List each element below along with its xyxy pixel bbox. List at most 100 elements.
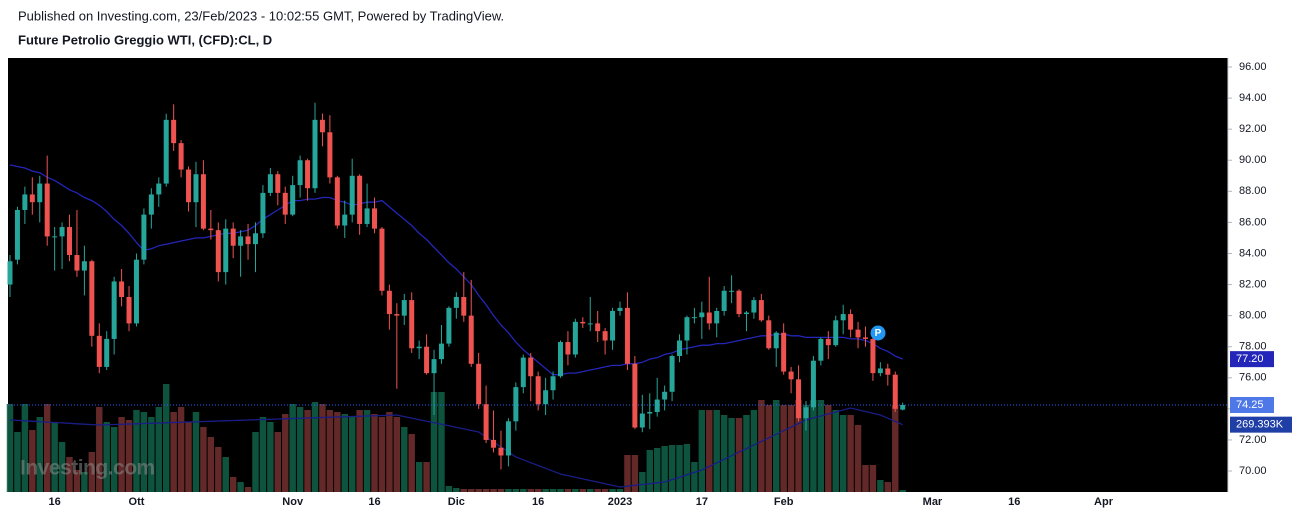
volume-bar — [825, 405, 832, 492]
indicator-layer — [8, 164, 1228, 488]
candle-body — [453, 296, 459, 308]
candle-body — [550, 376, 556, 391]
candle-body — [729, 290, 735, 292]
volume-bar — [639, 472, 646, 492]
candle-body — [885, 368, 891, 375]
volume-bar — [43, 404, 51, 492]
volume-bar — [713, 410, 720, 492]
volume-bar — [304, 410, 311, 492]
candle-body — [282, 192, 288, 215]
candle-body — [312, 119, 318, 189]
candle-body — [111, 281, 117, 339]
candle-body — [74, 255, 80, 271]
x-tick-label: Mar — [923, 496, 943, 508]
volume-bar — [750, 410, 758, 492]
candle-body — [22, 194, 28, 210]
candle-body — [721, 290, 727, 311]
candle-body — [706, 312, 712, 324]
candle-body — [751, 300, 757, 313]
candle-body — [96, 335, 102, 367]
y-tick-label: 92.00 — [1239, 123, 1267, 135]
candle-body — [892, 374, 898, 409]
volume-bar — [445, 486, 453, 492]
volume-ma-line — [9, 407, 903, 488]
candle-body — [119, 281, 125, 297]
candle-body — [654, 399, 660, 412]
volume-bar — [259, 417, 267, 492]
volume-bar — [453, 488, 460, 492]
volume-bar — [527, 489, 534, 492]
candle-body — [788, 371, 794, 380]
volume-bar — [177, 407, 185, 492]
volume-bar — [609, 489, 616, 492]
volume-bar — [140, 412, 148, 492]
candle-body — [163, 119, 169, 184]
volume-bar — [743, 415, 750, 492]
candle-body — [796, 379, 802, 419]
candle-body — [37, 183, 43, 203]
volume-bar — [36, 417, 43, 492]
candle-body — [372, 208, 378, 229]
volume-bar — [676, 445, 683, 492]
candle-body — [491, 439, 497, 448]
volume-bar — [371, 414, 378, 492]
candle-body — [416, 346, 422, 349]
ma-label-box — [1230, 351, 1274, 368]
volume-bar — [363, 410, 371, 492]
candle-body — [483, 404, 489, 440]
volume-bar — [244, 487, 252, 492]
volume-bar — [378, 417, 386, 492]
volume-bar — [505, 489, 512, 492]
volume-bar — [497, 489, 505, 492]
volume-bar — [691, 462, 698, 492]
candle-body — [468, 315, 474, 364]
chart-title: Future Petrolio Greggio WTI, (CFD):CL, D — [18, 32, 272, 47]
volume-bar — [311, 402, 319, 492]
candle-body — [334, 177, 340, 226]
candle-body — [200, 174, 206, 229]
volume-bar — [282, 414, 289, 492]
candle-body — [401, 300, 407, 316]
candle-body — [364, 208, 370, 224]
volume-bar — [862, 465, 869, 492]
volume-bar — [401, 427, 408, 492]
volume-bar — [579, 489, 587, 492]
x-tick-label: 2023 — [608, 496, 632, 508]
candle-body — [319, 119, 325, 133]
volume-bar — [118, 417, 125, 492]
candle-body — [252, 233, 258, 245]
candle-body — [818, 338, 824, 361]
candle-body — [669, 356, 675, 392]
candle-body — [156, 183, 162, 195]
candle-layer — [7, 102, 906, 470]
volume-bar — [51, 422, 58, 492]
y-tick-label: 90.00 — [1239, 154, 1267, 166]
candle-body — [602, 331, 608, 341]
volume-bar — [773, 400, 780, 492]
candle-body — [684, 317, 690, 341]
volume-bar — [348, 417, 356, 492]
x-tick-label: Nov — [282, 496, 304, 508]
candle-body — [305, 160, 311, 189]
candle-body — [528, 357, 534, 377]
volume-bar — [549, 489, 557, 492]
volume-bar — [706, 410, 713, 492]
x-tick-label: Feb — [774, 496, 794, 508]
x-tick-label: Dic — [448, 496, 465, 508]
candle-body — [14, 209, 20, 260]
candle-body — [639, 413, 645, 428]
volume-bar — [468, 489, 475, 492]
volume-bar — [534, 489, 542, 492]
volume-bar — [832, 410, 839, 492]
volume-bar — [802, 405, 810, 492]
candle-body — [498, 447, 504, 456]
volume-bar — [6, 404, 14, 492]
ma-label-text: 77.20 — [1236, 353, 1264, 365]
candle-body — [617, 307, 623, 311]
y-tick-label: 82.00 — [1239, 278, 1267, 290]
y-tick-label: 84.00 — [1239, 247, 1267, 259]
candle-body — [803, 407, 809, 419]
volume-bar — [267, 422, 274, 492]
candle-body — [699, 312, 705, 318]
